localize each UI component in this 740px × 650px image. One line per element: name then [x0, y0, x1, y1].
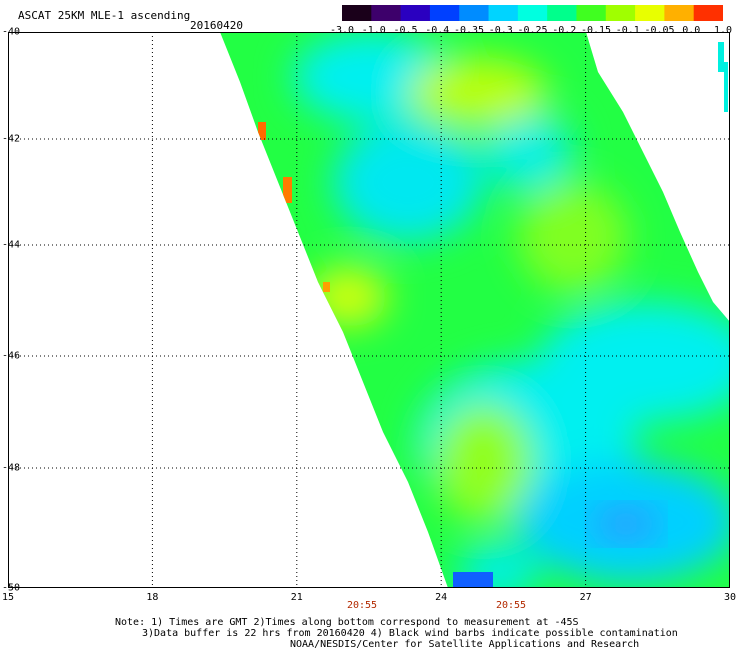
color-scale-label: -1.0: [361, 25, 386, 36]
swath-time-label: 20:55: [346, 600, 378, 611]
color-scale-swatch: [459, 5, 490, 21]
color-scale-swatch: [576, 5, 607, 21]
chart-title: ASCAT 25KM MLE-1 ascending: [18, 9, 191, 22]
color-scale-label: -0.15: [580, 25, 612, 36]
color-scale-label: -0.25: [517, 25, 548, 36]
latitude-label: -50: [2, 582, 21, 594]
latitude-label: -40: [2, 26, 21, 38]
color-scale-bar: [342, 5, 723, 21]
longitude-label: 27: [579, 592, 592, 603]
color-scale-swatch: [664, 5, 695, 21]
swath-map: [8, 32, 730, 588]
latitude-label: -46: [2, 350, 21, 362]
longitude-label: 18: [146, 592, 159, 603]
color-scale-swatch: [547, 5, 577, 21]
longitude-label: 24: [435, 592, 448, 603]
footer-note-1: Note: 1) Times are GMT 2)Times along bot…: [115, 617, 579, 628]
color-scale-label: 1.0: [713, 25, 733, 36]
color-scale-label: -0.2: [552, 25, 577, 36]
footer-credit: NOAA/NESDIS/Center for Satellite Applica…: [290, 639, 640, 650]
color-scale-swatch: [429, 5, 460, 21]
color-scale-label: -0.05: [644, 25, 675, 36]
footer-note-2: 3)Data buffer is 22 hrs from 20160420 4)…: [142, 628, 678, 639]
longitude-label: 21: [290, 592, 303, 603]
color-scale-label: -0.3: [488, 25, 513, 36]
color-scale-swatch: [635, 5, 665, 21]
swath-time-label: 20:55: [495, 600, 527, 611]
longitude-label: 15: [1, 592, 15, 603]
graticule: [8, 32, 730, 588]
color-scale-swatch: [371, 5, 402, 21]
color-scale-swatch: [693, 5, 723, 21]
color-scale-label: -0.35: [453, 25, 485, 36]
color-scale-swatch: [488, 5, 519, 21]
color-scale-swatch: [517, 5, 548, 21]
color-scale-swatch: [605, 5, 636, 21]
color-scale-swatch: [400, 5, 431, 21]
swath-field: [220, 32, 730, 588]
color-scale-label: -0.5: [393, 25, 418, 36]
chart-date: 20160420: [190, 19, 243, 32]
latitude-label: -44: [2, 239, 21, 251]
latitude-label: -48: [2, 462, 21, 474]
color-scale-label: -3.0: [329, 25, 355, 36]
latitude-label: -42: [2, 133, 21, 145]
color-scale-swatch: [342, 5, 372, 21]
color-scale-label: 0.0: [682, 25, 701, 36]
color-scale-label: -0.1: [615, 25, 640, 36]
longitude-label: 30: [723, 592, 737, 603]
color-scale-label: -0.4: [425, 25, 450, 36]
